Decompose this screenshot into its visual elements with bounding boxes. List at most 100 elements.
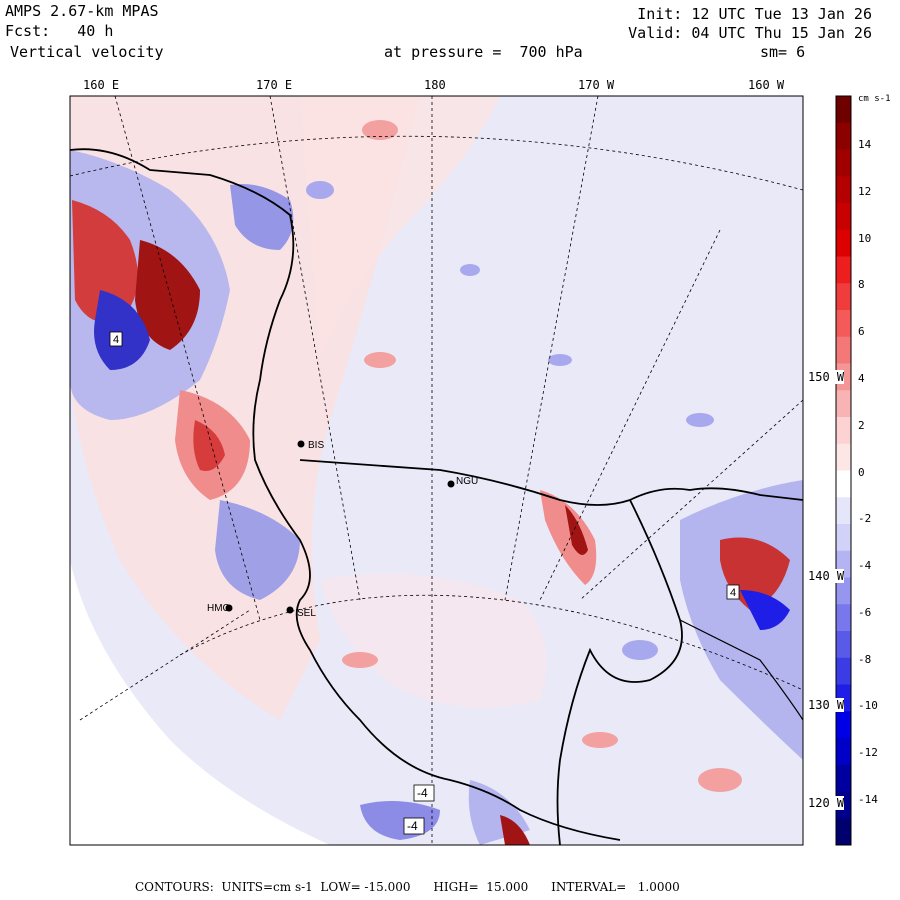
- station-dot-hmc: [225, 604, 233, 612]
- colorbar-swatch: [836, 203, 851, 231]
- coastline-west: [70, 148, 621, 841]
- colorbar-swatch: [836, 604, 851, 632]
- lat-label-120w: 120 W: [808, 796, 845, 810]
- svg-text:4: 4: [730, 587, 736, 599]
- negative-spot-3: [548, 354, 572, 366]
- negative-spot-1: [306, 181, 334, 199]
- positive-spot-2: [364, 352, 396, 368]
- box-label-negative-south: -4: [413, 784, 435, 802]
- colorbar-tick-label: -4: [858, 559, 872, 573]
- coastline-east: [556, 499, 683, 845]
- positive-spot-4: [342, 652, 378, 668]
- colorbar-swatch: [836, 524, 851, 552]
- colorbar-units: cm s-1: [858, 94, 891, 104]
- colorbar-swatch: [836, 764, 851, 792]
- box-label-negative-bottom: -4: [403, 817, 425, 835]
- positive-blob-mountains-b: [135, 240, 200, 350]
- negative-spot-2: [460, 264, 480, 276]
- colorbar-tick-label: 12: [858, 184, 872, 198]
- colorbar-swatch: [836, 417, 851, 445]
- colorbar-tick-label: 14: [858, 138, 872, 151]
- field-name: Vertical velocity: [10, 43, 164, 61]
- contour-info: CONTOURS: UNITS=cm s-1 LOW= -15.000 HIGH…: [135, 880, 680, 894]
- meridian-160w: [539, 229, 721, 601]
- negative-spot-4: [686, 413, 714, 427]
- meridian-170w: [504, 96, 599, 601]
- colorbar-tick-label: 6: [858, 325, 865, 339]
- station-label-ngu: NGU: [456, 476, 478, 487]
- pressure-level: at pressure = 700 hPa: [384, 43, 583, 61]
- station-dot-sel: [286, 606, 294, 614]
- colorbar-tick-label: -2: [858, 512, 872, 526]
- lat-label-150w: 150 W: [808, 370, 845, 384]
- positive-core-bottom: [500, 815, 530, 845]
- meridian-170e: [269, 96, 361, 601]
- lat-label-140w: 140 W: [808, 569, 845, 583]
- colorbar-swatch: [836, 631, 851, 659]
- colorbar-swatch: [836, 336, 851, 364]
- colorbar-swatch: [836, 577, 851, 605]
- domain-edge: [70, 560, 330, 845]
- colorbar-tick-label: 0: [858, 465, 865, 479]
- colorbar-tick-label: 8: [858, 278, 865, 292]
- negative-blob-coast: [215, 500, 300, 600]
- colorbar-swatch: [836, 818, 851, 846]
- colorbar-tick-label: -10: [858, 699, 878, 713]
- negative-blob-north: [230, 184, 294, 250]
- lat-circle-south: [179, 594, 803, 691]
- colorbar-swatch: [836, 470, 851, 498]
- positive-spot-1: [362, 120, 398, 140]
- colorbar-swatch: [836, 149, 851, 177]
- colorbar-tick-label: -8: [858, 652, 872, 666]
- svg-text:4: 4: [113, 334, 119, 346]
- negative-blob-mountains-b: [94, 290, 150, 370]
- colorbar-tick-label: -14: [858, 793, 878, 806]
- station-dot-bis: [297, 440, 305, 448]
- lon-label-160w: 160 W: [748, 78, 785, 92]
- colorbar-tick-label: -6: [858, 605, 872, 619]
- map-plot-area: BIS NGU SEL HMC 4 4 -4 -4: [70, 96, 803, 845]
- positive-blob-south-core: [193, 420, 225, 471]
- box-label-positive-east: 4: [726, 584, 740, 600]
- station-label-sel: SEL: [297, 608, 316, 619]
- lon-label-160e: 160 E: [83, 78, 120, 92]
- station-dot-ngu: [447, 480, 455, 488]
- colorbar-swatch: [836, 390, 851, 418]
- model-title: AMPS 2.67-km MPAS: [5, 2, 159, 20]
- positive-core-ridge: [565, 505, 588, 555]
- plot-border: [69, 95, 804, 846]
- forecast-hour: Fcst: 40 h: [5, 22, 114, 40]
- lon-label-170e: 170 E: [256, 78, 293, 92]
- lon-label-180: 180: [424, 78, 446, 92]
- colorbar-swatch: [836, 96, 851, 124]
- coastline-east-b: [679, 619, 803, 721]
- positive-spot-5: [582, 732, 618, 748]
- colorbar-swatch: [836, 256, 851, 284]
- colorbar-swatch: [836, 229, 851, 257]
- meridian-150e: [79, 609, 251, 721]
- ice-shelf-front: [299, 459, 803, 506]
- colorbar-border: [835, 95, 852, 846]
- positive-spot-3: [698, 768, 742, 792]
- colorbar-swatch: [836, 283, 851, 311]
- box-label-positive-west: 4: [109, 331, 123, 347]
- colorbar-swatch: [836, 657, 851, 685]
- meridian-160e: [114, 96, 261, 621]
- meridian-150w: [579, 399, 803, 601]
- init-time: Init: 12 UTC Tue 13 Jan 26: [637, 5, 872, 23]
- colorbar-swatch: [836, 122, 851, 150]
- positive-area-central: [320, 573, 547, 708]
- svg-text:-4: -4: [407, 819, 418, 833]
- colorbar-swatch: [836, 443, 851, 471]
- positive-blob-mountains-a: [72, 200, 138, 323]
- station-label-bis: BIS: [308, 440, 324, 451]
- colorbar-tick-label: -12: [858, 746, 878, 760]
- svg-text:-4: -4: [417, 786, 428, 800]
- negative-spot-5: [622, 640, 658, 660]
- colorbar-swatch: [836, 176, 851, 204]
- valid-time: Valid: 04 UTC Thu 15 Jan 26: [628, 24, 872, 42]
- station-label-hmc: HMC: [207, 603, 230, 614]
- lat-circle-north: [70, 135, 803, 191]
